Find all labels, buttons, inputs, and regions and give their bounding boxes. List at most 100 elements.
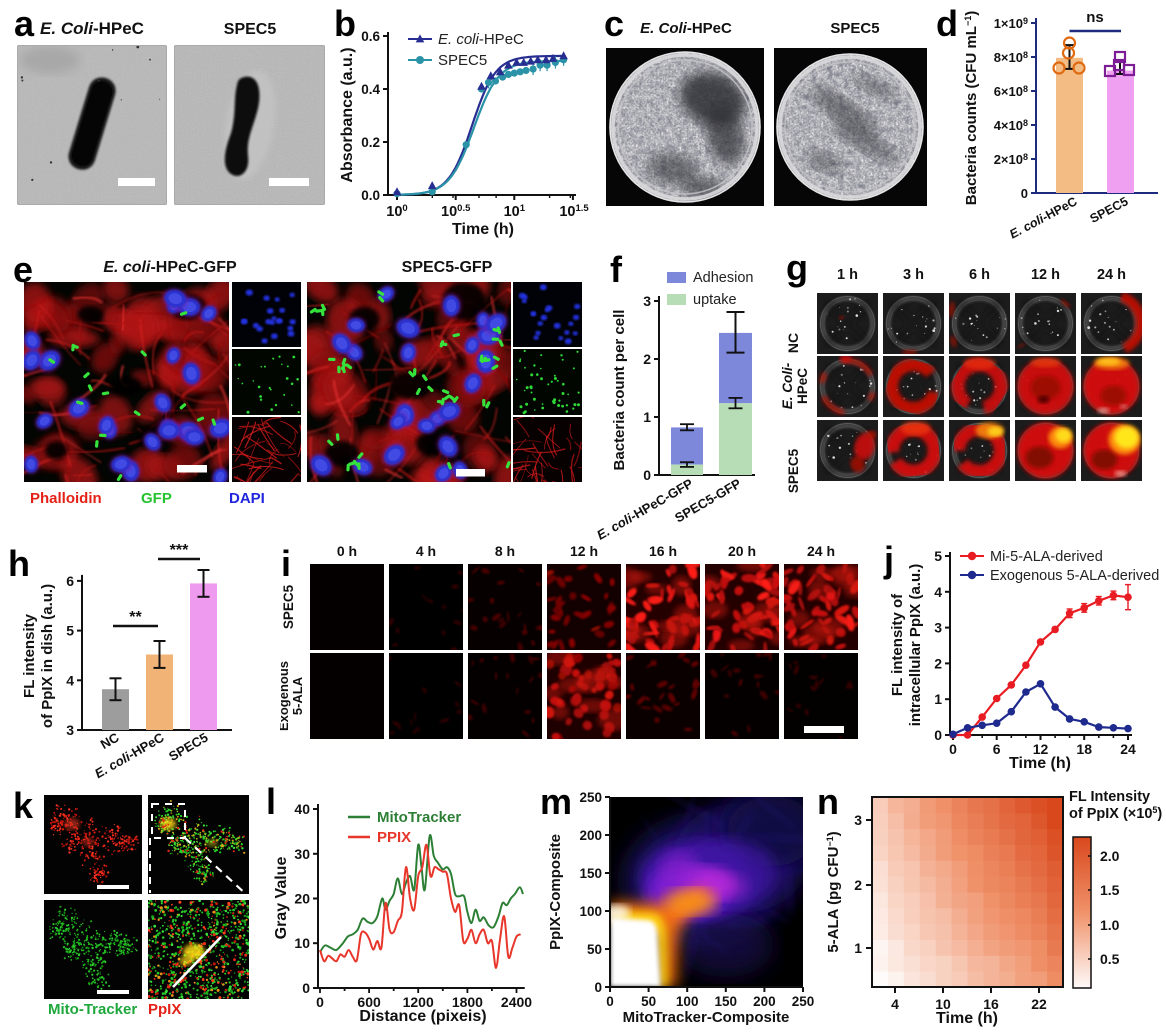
svg-text:SPEC5: SPEC5 xyxy=(224,21,277,38)
svg-text:3: 3 xyxy=(934,620,942,636)
svg-text:3: 3 xyxy=(66,722,74,738)
svg-text:6: 6 xyxy=(993,741,1001,757)
svg-text:150: 150 xyxy=(715,994,738,1009)
svg-text:E. coli-HPeC: E. coli-HPeC xyxy=(438,31,524,48)
svg-text:12 h: 12 h xyxy=(570,543,598,559)
svg-text:0: 0 xyxy=(1021,186,1028,201)
svg-text:5: 5 xyxy=(934,548,942,564)
svg-text:0: 0 xyxy=(949,741,957,757)
svg-text:0.2: 0.2 xyxy=(361,135,380,150)
svg-text:Gray Value: Gray Value xyxy=(273,857,290,940)
svg-text:1: 1 xyxy=(854,940,862,956)
svg-text:SPEC5: SPEC5 xyxy=(281,584,296,629)
svg-text:1800: 1800 xyxy=(452,994,483,1010)
svg-text:0.6: 0.6 xyxy=(361,29,380,44)
svg-text:3 h: 3 h xyxy=(903,267,924,283)
svg-text:0: 0 xyxy=(934,727,942,743)
svg-text:Absorbance (a.u.): Absorbance (a.u.) xyxy=(339,47,356,182)
svg-text:24 h: 24 h xyxy=(807,543,835,559)
svg-text:6 h: 6 h xyxy=(969,267,990,283)
svg-text:E. coli-HPeC: E. coli-HPeC xyxy=(1007,194,1079,241)
svg-text:Phalloidin: Phalloidin xyxy=(30,490,102,507)
svg-text:1: 1 xyxy=(934,691,942,707)
svg-text:5-ALA (pg CFU−1): 5-ALA (pg CFU−1) xyxy=(825,831,842,952)
svg-text:1: 1 xyxy=(643,409,651,425)
svg-text:Mi-5-ALA-derived: Mi-5-ALA-derived xyxy=(990,549,1103,565)
svg-text:2×108: 2×108 xyxy=(994,152,1028,167)
svg-text:SPEC5: SPEC5 xyxy=(1088,194,1131,226)
svg-text:12: 12 xyxy=(1033,741,1049,757)
svg-text:0 h: 0 h xyxy=(337,543,357,559)
svg-text:SPEC5: SPEC5 xyxy=(830,20,879,37)
svg-text:4: 4 xyxy=(934,584,942,600)
svg-text:SPEC5: SPEC5 xyxy=(786,448,801,493)
svg-text:FL intensity: FL intensity xyxy=(21,613,38,698)
svg-text:100: 100 xyxy=(386,203,407,220)
svg-text:Bacteria counts (CFU mL−1): Bacteria counts (CFU mL−1) xyxy=(963,11,980,205)
svg-text:Time (h): Time (h) xyxy=(936,1010,998,1027)
svg-text:8×108: 8×108 xyxy=(994,50,1028,65)
svg-text:HPeC: HPeC xyxy=(795,368,810,404)
svg-text:101: 101 xyxy=(504,203,526,220)
svg-text:E. Coli-HPeC: E. Coli-HPeC xyxy=(40,19,144,38)
svg-text:10: 10 xyxy=(935,996,951,1012)
svg-text:50: 50 xyxy=(641,994,656,1009)
svg-text:NC: NC xyxy=(785,333,801,353)
svg-text:12 h: 12 h xyxy=(1031,267,1060,283)
svg-text:Adhesion: Adhesion xyxy=(693,270,753,286)
svg-text:Mito-Tracker: Mito-Tracker xyxy=(48,1001,137,1018)
svg-text:2.0: 2.0 xyxy=(1100,848,1120,864)
svg-text:8 h: 8 h xyxy=(495,543,515,559)
svg-text:0.4: 0.4 xyxy=(361,82,380,97)
svg-text:20: 20 xyxy=(294,891,310,907)
svg-text:Exogenous: Exogenous xyxy=(280,661,291,731)
svg-text:Bacteria count per cell: Bacteria count per cell xyxy=(611,310,628,471)
svg-text:150: 150 xyxy=(579,866,602,881)
svg-text:20 h: 20 h xyxy=(728,543,756,559)
svg-text:4 h: 4 h xyxy=(416,543,436,559)
svg-text:40: 40 xyxy=(294,801,310,817)
svg-text:4×108: 4×108 xyxy=(994,118,1028,133)
svg-text:SPEC5: SPEC5 xyxy=(166,730,210,764)
svg-text:200: 200 xyxy=(753,994,776,1009)
svg-text:6: 6 xyxy=(66,573,74,589)
svg-text:16 h: 16 h xyxy=(649,543,677,559)
svg-text:2: 2 xyxy=(643,351,651,367)
svg-text:600: 600 xyxy=(357,994,381,1010)
svg-text:0: 0 xyxy=(316,994,324,1010)
svg-text:24 h: 24 h xyxy=(1097,267,1126,283)
svg-text:18: 18 xyxy=(1076,741,1092,757)
svg-text:DAPI: DAPI xyxy=(229,490,265,507)
svg-text:ns: ns xyxy=(1086,9,1104,26)
svg-text:0: 0 xyxy=(643,467,651,483)
svg-text:0: 0 xyxy=(606,994,614,1009)
svg-text:1 h: 1 h xyxy=(837,267,858,283)
svg-text:FL Intensity: FL Intensity xyxy=(1069,789,1150,805)
svg-text:PpIX-Composite: PpIX-Composite xyxy=(547,834,564,950)
svg-text:MitoTracker-Composite: MitoTracker-Composite xyxy=(623,1009,790,1026)
svg-text:250: 250 xyxy=(792,994,815,1009)
svg-text:100: 100 xyxy=(676,994,699,1009)
svg-text:4: 4 xyxy=(66,672,74,688)
svg-text:100: 100 xyxy=(579,904,602,919)
svg-text:30: 30 xyxy=(294,846,310,862)
svg-text:101.5: 101.5 xyxy=(559,203,589,220)
svg-text:24: 24 xyxy=(1120,741,1136,757)
svg-text:uptake: uptake xyxy=(693,292,737,308)
svg-text:PpIX: PpIX xyxy=(148,1001,181,1018)
svg-text:2400: 2400 xyxy=(501,994,532,1010)
svg-text:2: 2 xyxy=(934,655,942,671)
svg-text:Time (h): Time (h) xyxy=(452,221,514,238)
svg-text:1200: 1200 xyxy=(403,994,434,1010)
svg-text:of PpIX (×105): of PpIX (×105) xyxy=(1069,805,1162,822)
svg-text:1×109: 1×109 xyxy=(994,16,1028,31)
svg-text:3: 3 xyxy=(643,293,651,309)
svg-text:GFP: GFP xyxy=(141,490,172,507)
svg-text:22: 22 xyxy=(1031,996,1047,1012)
svg-text:FL intensity of: FL intensity of xyxy=(889,593,906,696)
svg-text:100.5: 100.5 xyxy=(441,203,471,220)
svg-text:Distance (pixeis): Distance (pixeis) xyxy=(359,1008,486,1025)
svg-text:5: 5 xyxy=(66,623,74,639)
svg-text:5-ALA: 5-ALA xyxy=(290,676,305,715)
svg-text:2: 2 xyxy=(854,877,862,893)
